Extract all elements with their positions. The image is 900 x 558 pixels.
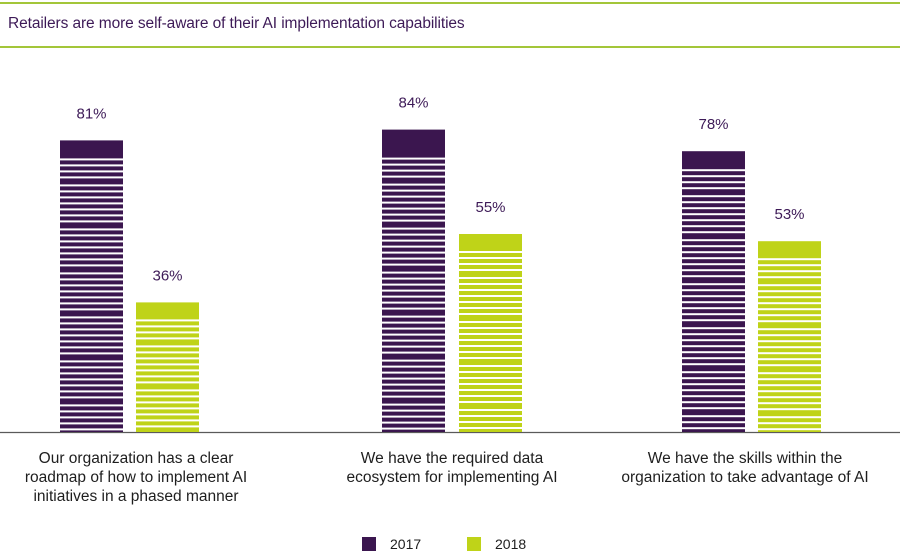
bar-2018-cat2 [459,234,522,432]
value-label-2018-cat1: 36% [152,267,182,284]
value-label-2018-cat2: 55% [475,199,505,216]
value-label-2018-cat3: 53% [774,206,804,223]
value-label-2017-cat2: 84% [398,95,428,112]
category-label-roadmap: Our organization has a clear roadmap of … [24,450,248,505]
title-underline [0,46,900,48]
top-rule [0,2,900,4]
legend-swatch-2017 [362,537,376,551]
legend-item-2017: 2017 [362,536,421,552]
legend-swatch-2018 [467,537,481,551]
legend-item-2018: 2018 [467,536,526,552]
legend-label-2018: 2018 [495,536,527,552]
bar-2018-cat3 [758,241,821,432]
bar-chart: 81% 84% 78% 36% 55% 53% [0,95,900,434]
bar-2017-cat1 [60,140,123,432]
bar-2017-cat3 [682,151,745,432]
bar-2017-cat2 [382,129,445,432]
bar-2018-cat1 [136,302,199,432]
legend-label-2017: 2017 [390,536,422,552]
value-label-2017-cat1: 81% [76,105,106,122]
category-label-skills: We have the skills within the organizati… [621,450,869,486]
category-label-data-ecosystem: We have the required data ecosystem for … [346,450,558,486]
chart-title: Retailers are more self-aware of their A… [8,15,465,32]
value-label-2017-cat3: 78% [698,116,728,133]
